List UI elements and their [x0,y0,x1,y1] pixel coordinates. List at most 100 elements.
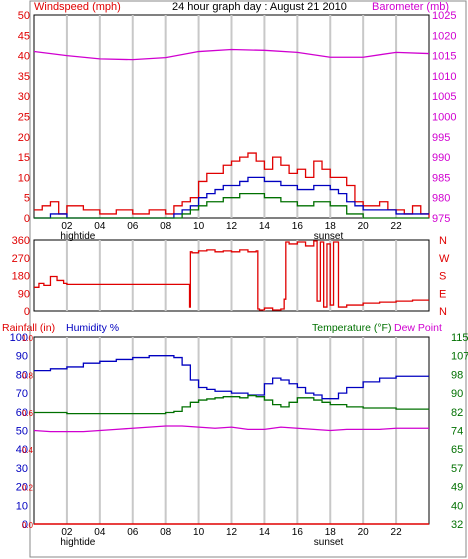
compass-label: E [439,288,446,300]
rainfall-tick-label: 0.6 [22,409,34,418]
barometer-tick-label: 980 [432,193,450,205]
barometer-tick-label: 990 [432,152,450,164]
humidity-tick-label: 20 [16,482,28,494]
temperature-tick-label: 74 [451,426,463,438]
series-line-humidity- [34,355,429,400]
barometer-tick-label: 995 [432,132,450,144]
windspeed-tick-label: 50 [18,10,30,22]
direction-tick-label: 360 [12,235,30,247]
compass-label: S [439,271,446,283]
windspeed-axis-title: Windspeed (mph) [34,1,121,13]
windspeed-tick-label: 20 [18,132,30,144]
windspeed-tick-label: 0 [24,213,30,225]
direction-tick-label: 90 [18,288,30,300]
outer-border [29,0,467,558]
windspeed-tick-label: 15 [18,152,30,164]
hour-tick-label: 04 [94,221,106,232]
series-line-wind-gust [34,152,430,218]
windspeed-tick-label: 35 [18,71,30,83]
temperature-tick-label: 49 [451,482,463,494]
hour-tick-label: 18 [325,527,337,538]
barometer-tick-label: 1000 [432,112,456,124]
humidity-tick-label: 60 [16,407,28,419]
compass-label: N [439,235,447,247]
rainfall-tick-label: 0.4 [22,446,34,455]
humidity-tick-label: 70 [16,388,28,400]
rainfall-tick-label: 0.8 [22,371,34,380]
hour-tick-label: 18 [325,221,337,232]
barometer-axis-title: Barometer (mb) [372,1,449,13]
hour-tick-label: 22 [391,527,403,538]
temperature-tick-label: 107 [451,351,468,363]
temperature-tick-label: 57 [451,463,463,475]
windspeed-tick-label: 25 [18,112,30,124]
humidity-tick-label: 50 [16,426,28,438]
dewpoint-axis-title: Dew Point [394,322,442,334]
windspeed-tick-label: 40 [18,51,30,63]
direction-tick-label: 270 [12,253,30,265]
hour-tick-label: 02 [61,221,73,232]
series-line-temperature-f- [34,394,429,415]
temperature-tick-label: 82 [451,407,463,419]
temperature-tick-label: 40 [451,500,463,512]
chart-title: 24 hour graph day : August 21 2010 [172,1,347,13]
direction-tick-label: 180 [12,271,30,283]
hour-tick-label: 14 [259,527,271,538]
hour-tick-label: 06 [127,527,139,538]
series-line-barometer-mb- [33,48,430,61]
hour-tick-label: 08 [160,527,172,538]
windspeed-tick-label: 45 [18,30,30,42]
hour-tick-label: 20 [358,527,370,538]
direction-tick-label: 0 [24,306,30,318]
hour-tick-label: 02 [61,527,73,538]
hour-tick-label: 08 [160,221,172,232]
humidity-tick-label: 90 [16,351,28,363]
hour-tick-label: 10 [193,221,205,232]
barometer-tick-label: 975 [432,213,450,225]
hightide-label: hightide [60,231,95,242]
hour-tick-label: 22 [391,221,403,232]
barometer-tick-label: 985 [432,172,450,184]
temperature-axis-title: Temperature (°F) [312,322,391,334]
barometer-tick-label: 1005 [432,91,456,103]
temperature-tick-label: 65 [451,444,463,456]
series-line-wind-low [34,192,429,219]
hour-tick-label: 04 [94,527,106,538]
temperature-tick-label: 32 [451,519,463,531]
compass-label: W [439,253,450,265]
windspeed-tick-label: 30 [18,91,30,103]
sunset-label: sunset [314,231,344,242]
rainfall-tick-label: 0.0 [22,521,34,530]
hightide-label: hightide [60,537,95,548]
hour-tick-label: 14 [259,221,271,232]
hour-tick-label: 12 [226,527,238,538]
windspeed-tick-label: 10 [18,172,30,184]
temperature-tick-label: 115 [451,332,468,344]
humidity-tick-label: 30 [16,463,28,475]
rainfall-tick-label: 0.2 [22,484,34,493]
windspeed-tick-label: 5 [24,193,30,205]
humidity-axis-title: Humidity % [66,322,119,334]
barometer-tick-label: 1025 [432,10,456,22]
chart-marks: 0510152025303540455097598098599099510001… [10,0,468,558]
humidity-tick-label: 80 [16,369,28,381]
temperature-tick-label: 98 [451,369,463,381]
hour-tick-label: 06 [127,221,139,232]
hour-tick-label: 12 [226,221,238,232]
barometer-tick-label: 1020 [432,30,456,42]
barometer-tick-label: 1015 [432,51,456,63]
rainfall-axis-title: Rainfall (in) [2,322,55,334]
sunset-label: sunset [314,537,344,548]
hour-tick-label: 16 [292,527,304,538]
rainfall-tick-label: 1.0 [22,334,34,343]
temperature-tick-label: 90 [451,388,463,400]
humidity-tick-label: 0 [22,519,28,531]
series-line-dew-point [33,425,429,433]
series-line-wind-direction [34,240,429,311]
hour-tick-label: 16 [292,221,304,232]
humidity-tick-label: 40 [16,444,28,456]
barometer-tick-label: 1010 [432,71,456,83]
humidity-tick-label: 10 [16,500,28,512]
